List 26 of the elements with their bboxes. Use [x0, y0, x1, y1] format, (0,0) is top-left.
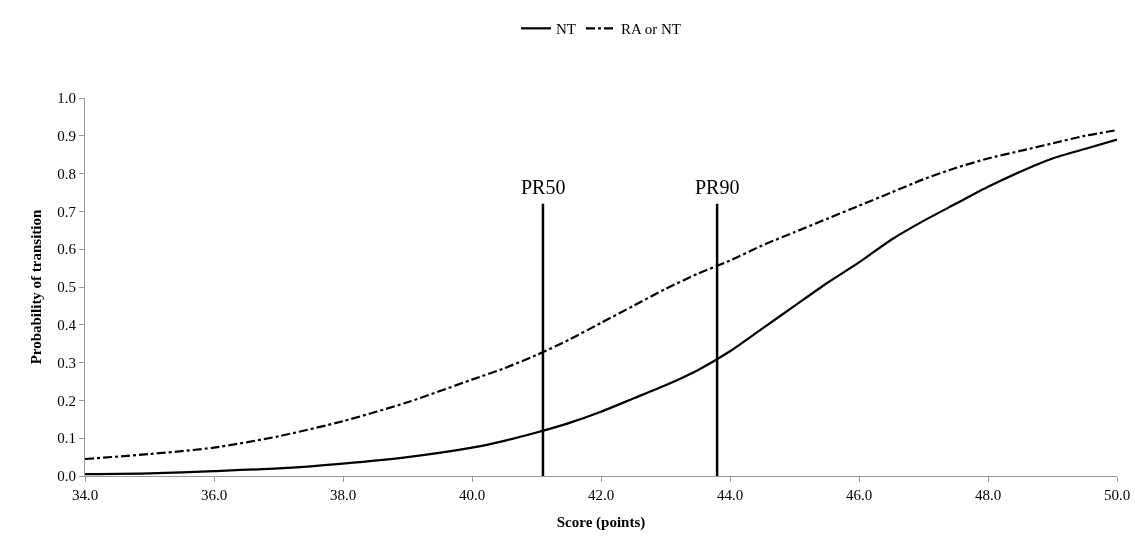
x-tick-label: 46.0: [845, 487, 873, 503]
x-tick-label: 42.0: [587, 487, 615, 503]
x-tick-label: 50.0: [1103, 487, 1131, 503]
y-tick-label: 0.7: [57, 203, 77, 220]
y-tick-label: 0.3: [57, 354, 76, 371]
ref-line-label: PR90: [695, 176, 740, 198]
y-tick-label: 0.6: [57, 241, 77, 258]
y-tick-label: 0.4: [57, 317, 77, 334]
x-tick-label: 40.0: [458, 487, 486, 503]
y-tick-label: 0.5: [57, 279, 76, 296]
y-tick-label: 0.9: [57, 128, 76, 145]
ref-line-label: PR50: [521, 176, 566, 198]
y-tick-label: 0.1: [57, 430, 76, 447]
y-tick-label: 0.2: [57, 392, 76, 409]
x-tick-label: 36.0: [200, 487, 228, 503]
x-tick-label: 34.0: [71, 487, 99, 503]
x-axis-title: Score (points): [556, 514, 646, 531]
y-axis-title: Probability of transition: [27, 208, 44, 365]
x-tick-label: 38.0: [329, 487, 357, 503]
x-tick-label: 48.0: [974, 487, 1002, 503]
x-tick-label: 44.0: [716, 487, 744, 503]
y-tick-label: 0.8: [57, 165, 76, 182]
legend-label: RA or NT: [621, 21, 681, 38]
legend-label: NT: [556, 21, 576, 38]
y-tick-label: 0.0: [57, 468, 76, 485]
y-tick-label: 1.0: [57, 90, 76, 107]
